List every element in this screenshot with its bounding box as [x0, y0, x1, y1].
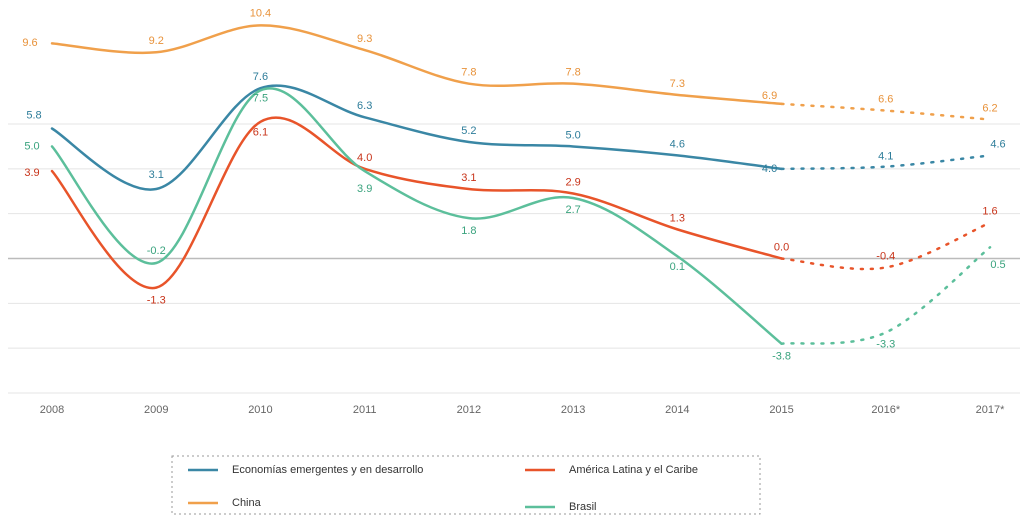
line [50, 24, 783, 106]
data-label: 6.3 [357, 100, 372, 112]
data-label: 6.9 [762, 90, 777, 102]
data-label: 3.1 [461, 172, 476, 184]
x-tick-label: 2009 [144, 404, 168, 416]
forecast-line [780, 221, 992, 271]
data-label: 7.5 [253, 92, 268, 104]
data-label: -1.3 [147, 295, 166, 307]
data-label: 4.0 [762, 163, 777, 175]
data-label: 10.4 [250, 7, 271, 19]
forecast-line [780, 102, 992, 121]
data-label: 0.1 [670, 261, 685, 273]
data-label: 5.0 [565, 129, 580, 141]
data-label: 4.1 [878, 151, 893, 163]
data-label: -0.4 [876, 250, 895, 262]
data-label: 0.0 [774, 241, 789, 253]
data-label: -3.3 [876, 338, 895, 350]
data-label: 7.3 [670, 78, 685, 90]
x-tick-label: 2013 [561, 404, 585, 416]
x-tick-label: 2008 [40, 404, 64, 416]
data-label: 2.9 [565, 176, 580, 188]
line [50, 87, 783, 345]
data-label: 4.6 [990, 138, 1005, 150]
legend-label: América Latina y el Caribe [569, 464, 698, 476]
data-label: 9.2 [149, 35, 164, 47]
data-label: 7.8 [461, 67, 476, 79]
x-tick-label: 2017* [976, 404, 1005, 416]
legend-box [171, 455, 761, 515]
x-tick-label: 2010 [248, 404, 272, 416]
legend-label: Economías emergentes y en desarrollo [232, 464, 423, 476]
data-label: 3.9 [357, 183, 372, 195]
legend-label: China [232, 497, 262, 509]
data-label: 4.6 [670, 138, 685, 150]
line [50, 84, 783, 191]
x-tick-label: 2014 [665, 404, 689, 416]
data-label: 9.3 [357, 33, 372, 45]
data-label: 4.0 [357, 152, 372, 164]
data-label: -0.2 [147, 245, 166, 257]
data-label: 7.8 [565, 67, 580, 79]
data-label: 3.9 [24, 167, 39, 179]
data-label: 6.2 [982, 102, 997, 114]
x-tick-label: 2015 [769, 404, 793, 416]
data-label: 1.6 [982, 206, 997, 218]
data-label: 6.1 [253, 127, 268, 139]
x-tick-label: 2012 [457, 404, 481, 416]
line [50, 116, 783, 289]
forecast-line [780, 246, 992, 345]
data-label: 9.6 [22, 37, 37, 49]
x-tick-label: 2016* [871, 404, 900, 416]
x-tick-label: 2011 [353, 404, 377, 416]
data-label: 7.6 [253, 71, 268, 83]
data-label: 5.8 [26, 109, 41, 121]
data-label: -3.8 [772, 351, 791, 363]
data-label: 5.2 [461, 125, 476, 137]
data-label: 1.3 [670, 212, 685, 224]
data-label: 1.8 [461, 225, 476, 237]
data-label: 2.7 [565, 204, 580, 216]
data-label: 0.5 [990, 259, 1005, 271]
data-label: 6.6 [878, 93, 893, 105]
data-label: 3.1 [149, 169, 164, 181]
data-label: 5.0 [24, 140, 39, 152]
legend-label: Brasil [569, 501, 597, 513]
